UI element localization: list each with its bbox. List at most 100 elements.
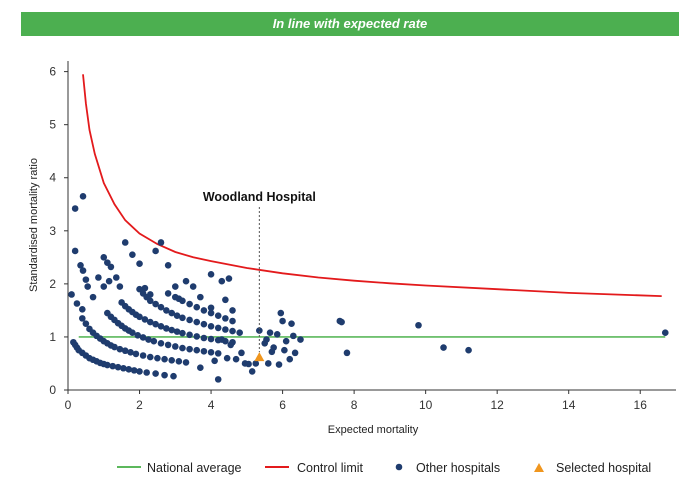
other-hospital-point (152, 370, 159, 377)
legend: National average Control limit Other hos… (117, 461, 651, 475)
y-tick-label: 0 (49, 383, 56, 397)
other-hospital-point (164, 290, 172, 297)
other-hospital-point (173, 328, 181, 335)
other-hospital-point (256, 327, 263, 334)
other-hospital-point (229, 327, 236, 335)
other-hospital-point (248, 368, 256, 375)
legend-other-label: Other hospitals (416, 461, 500, 475)
other-hospital-point (193, 346, 201, 354)
y-tick-label: 5 (49, 118, 56, 132)
legend-national-label: National average (147, 461, 242, 475)
other-hospital-point (465, 346, 472, 354)
x-ticks: 0 2 4 6 8 10 12 14 16 (65, 390, 648, 412)
x-tick-label: 8 (351, 398, 358, 412)
y-tick-label: 4 (49, 171, 56, 185)
x-tick-label: 14 (562, 398, 576, 412)
x-tick-label: 4 (208, 398, 215, 412)
other-hospital-point (77, 261, 84, 269)
other-hospital-point (236, 329, 243, 336)
x-tick-label: 2 (136, 398, 143, 412)
legend-other-swatch (395, 463, 403, 471)
other-hospital-point (218, 336, 226, 343)
selected-hospital-label: Woodland Hospital (203, 190, 316, 204)
y-axis-title: Standardised mortality ratio (28, 158, 40, 292)
other-hospital-point (89, 293, 97, 301)
other-hospital-point (661, 329, 669, 336)
other-hospital-point (225, 275, 233, 282)
y-tick-label: 3 (49, 224, 56, 238)
other-hospital-point (134, 332, 142, 339)
other-hospital-point (186, 316, 193, 324)
other-hospital-point (275, 361, 283, 368)
legend-control-label: Control limit (297, 461, 364, 475)
other-hospital-point (227, 341, 235, 349)
other-hospital-point (207, 323, 215, 330)
other-hospital-point (214, 376, 222, 383)
other-hospital-point (136, 368, 143, 375)
x-axis-title: Expected mortality (328, 424, 419, 436)
other-hospital-point (146, 353, 154, 361)
other-hospital-point (111, 343, 118, 351)
other-hospital-point (189, 283, 197, 290)
x-tick-label: 12 (490, 398, 504, 412)
other-hospital-point (79, 267, 87, 274)
other-hospital-point (343, 349, 351, 357)
other-hospital-point (129, 329, 136, 336)
x-tick-label: 10 (419, 398, 433, 412)
other-hospital-point (171, 283, 179, 290)
other-hospital-point (120, 364, 127, 372)
other-hospital-point (109, 362, 117, 370)
other-hospital-point (141, 284, 149, 292)
other-hospital-point (171, 293, 179, 301)
other-hospital-point (168, 309, 176, 317)
other-hospital-point (200, 347, 208, 355)
other-hospital-point (277, 309, 285, 317)
other-hospital-point (152, 320, 159, 328)
other-hospital-point (152, 247, 159, 255)
other-hospital-point (157, 340, 165, 347)
other-hospital-point (161, 371, 168, 379)
other-hospital-point (146, 318, 154, 326)
other-hospital-point (143, 369, 150, 376)
other-hospital-point (179, 344, 186, 352)
other-hospital-point (207, 304, 215, 312)
other-hospital-point (193, 303, 201, 311)
other-hospital-point (139, 334, 147, 341)
other-hospital-point (79, 315, 86, 322)
x-tick-label: 16 (634, 398, 648, 412)
other-hospital-point (286, 355, 294, 363)
x-tick-label: 0 (65, 398, 72, 412)
other-hospital-point (107, 263, 115, 271)
other-hospital-point (121, 239, 129, 246)
other-hospital-point (136, 313, 143, 321)
other-hospital-point (121, 347, 129, 355)
other-hospital-point (136, 260, 143, 268)
other-hospital-point (79, 193, 87, 200)
other-hospital-point (157, 303, 165, 311)
other-hospital-point (207, 349, 215, 356)
other-hospital-point (179, 297, 186, 305)
other-hospital-point (291, 349, 299, 357)
other-hospital-point (163, 307, 170, 314)
other-hospital-point (164, 261, 172, 269)
other-hospital-point (263, 336, 270, 343)
other-hospital-point (264, 360, 272, 367)
other-hospital-point (95, 274, 102, 281)
other-hospital-point (79, 306, 86, 313)
other-hospital-point (214, 350, 222, 357)
other-hospital-point (279, 317, 286, 325)
other-hospital-point (270, 344, 277, 351)
other-hospital-point (71, 247, 79, 255)
other-hospital-point (100, 283, 108, 290)
other-hospital-point (200, 320, 208, 328)
selected-hospital-marker (254, 352, 265, 362)
other-hospital-point (282, 337, 290, 345)
other-hospital-point (245, 360, 252, 368)
other-hospital-point (222, 315, 229, 322)
legend-selected-swatch (534, 463, 544, 472)
other-hospital-point (186, 331, 193, 339)
other-hospital-point (252, 360, 260, 367)
other-hospital-point (273, 330, 281, 338)
other-hospital-point (163, 325, 170, 332)
other-hospital-point (197, 364, 204, 372)
